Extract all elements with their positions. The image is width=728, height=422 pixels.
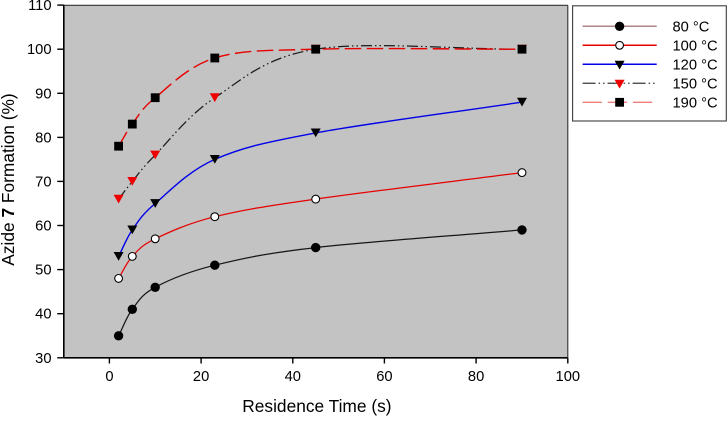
svg-text:60: 60 [35, 219, 51, 235]
svg-text:90: 90 [35, 86, 51, 102]
svg-text:40: 40 [35, 307, 51, 323]
svg-text:80 °C: 80 °C [673, 20, 710, 36]
svg-text:150 °C: 150 °C [673, 77, 718, 93]
svg-text:100: 100 [27, 42, 52, 58]
svg-text:Azide 7 Formation (%): Azide 7 Formation (%) [0, 93, 18, 265]
svg-text:50: 50 [35, 263, 51, 279]
svg-text:100 °C: 100 °C [673, 39, 718, 55]
svg-text:40: 40 [285, 369, 301, 385]
svg-text:80: 80 [468, 369, 484, 385]
svg-text:0: 0 [105, 369, 113, 385]
svg-text:110: 110 [28, 0, 51, 14]
svg-text:80: 80 [35, 130, 51, 146]
svg-text:30: 30 [35, 351, 51, 367]
svg-text:100: 100 [556, 369, 581, 385]
svg-text:70: 70 [35, 174, 51, 190]
svg-text:60: 60 [376, 369, 392, 385]
svg-text:20: 20 [193, 369, 209, 385]
svg-text:Residence Time (s): Residence Time (s) [242, 396, 391, 416]
svg-text:120 °C: 120 °C [673, 58, 718, 74]
svg-text:190 °C: 190 °C [673, 96, 718, 112]
